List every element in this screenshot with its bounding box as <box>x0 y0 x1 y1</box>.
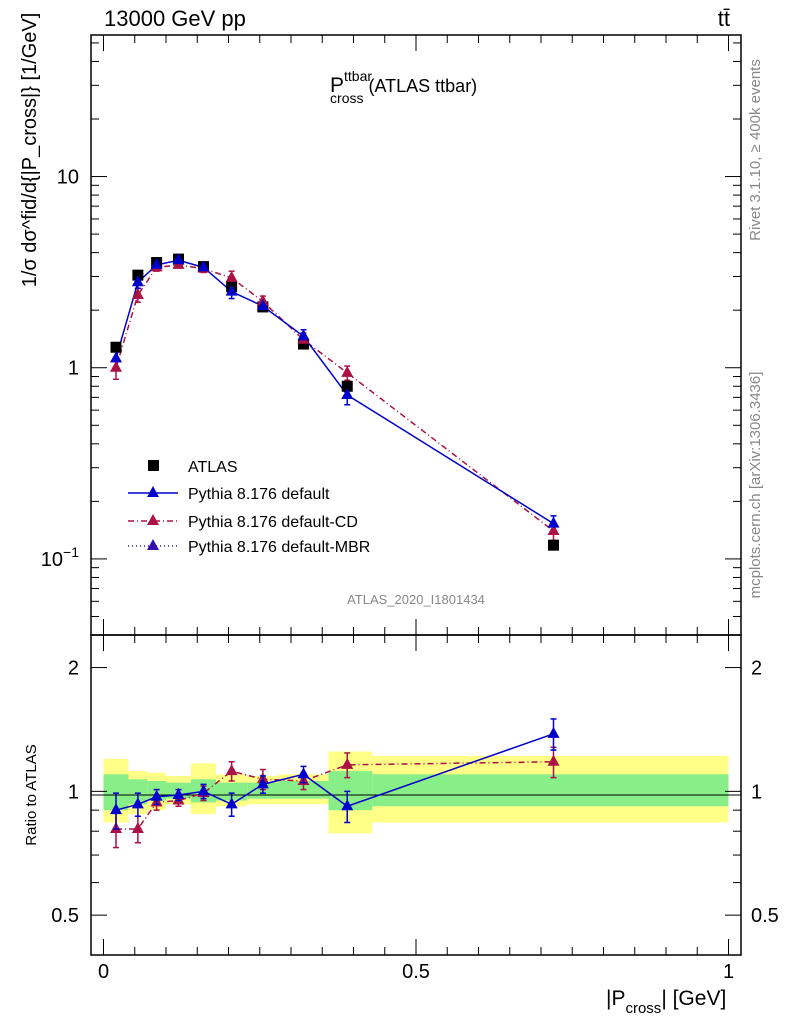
ratio-y-tick-label-right: 0.5 <box>751 905 779 927</box>
ratio-inner-band <box>128 779 148 805</box>
ratio-triangle-marker <box>225 797 238 809</box>
ratio-triangle-marker <box>131 797 144 809</box>
ratio-triangle-marker <box>110 803 122 815</box>
ratio-triangle-marker <box>256 777 269 789</box>
x-axis-label: |Pcross| [GeV] <box>606 987 726 1017</box>
ratio-y-tick-label: 1 <box>68 781 79 803</box>
main-data-point <box>341 380 353 392</box>
x-axis-label-sub: cross <box>625 1000 661 1017</box>
main-triangle-marker <box>131 288 144 300</box>
plot-title: Pttbar cross (ATLAS ttbar) <box>330 68 477 106</box>
main-data-point <box>132 269 144 281</box>
ratio-triangle-marker <box>297 767 310 779</box>
title-rest: (ATLAS ttbar) <box>363 76 477 96</box>
legend-label-cd: Pythia 8.176 default-CD <box>188 514 358 531</box>
ratio-inner-band <box>216 782 248 801</box>
ratio-triangle-marker <box>547 754 560 766</box>
main-y-tick-label: 10−1 <box>41 544 79 571</box>
ratio-y-tick-label-right: 1 <box>751 781 762 803</box>
legend-label-mbr: Pythia 8.176 default-MBR <box>188 539 370 556</box>
legend-label-default: Pythia 8.176 default <box>188 486 330 503</box>
ratio-triangle-marker <box>131 821 144 833</box>
ratio-triangle-marker <box>547 726 560 738</box>
main-axis-ticks: 10−1 1 10 <box>41 35 741 636</box>
x-tick-label: 0 <box>98 961 109 983</box>
ratio-triangle-marker <box>197 784 210 796</box>
main-triangle-marker <box>150 257 163 269</box>
ratio-triangle-marker <box>341 799 354 811</box>
ratio-inner-band <box>328 771 373 811</box>
ratio-panel: 0.5 0.5 1 1 2 2 0 0.5 1 Ratio to ATLAS |Pcross| … <box>23 634 779 1017</box>
legend-marker-mbr <box>147 539 159 550</box>
main-triangle-marker <box>172 253 185 265</box>
main-panel: 10−1 1 10 Pttbar cross (ATLAS ttbar) 1/σ dσ… <box>19 13 742 636</box>
header-energy-label: 13000 GeV pp <box>104 6 246 31</box>
ratio-y-tick-label-right: 2 <box>751 658 762 680</box>
main-series-line <box>115 264 554 532</box>
main-triangle-marker <box>197 260 210 272</box>
header-process-label: tt̄ <box>718 6 730 31</box>
main-data-point <box>548 539 559 551</box>
main-triangle-marker <box>110 360 122 372</box>
main-triangle-marker <box>256 299 269 311</box>
main-series-line <box>115 259 554 525</box>
main-triangle-marker <box>225 270 238 282</box>
ratio-axis-ticks: 0.5 0.5 1 1 2 2 0 0.5 1 <box>51 635 779 983</box>
ratio-y-tick-label: 2 <box>68 658 79 680</box>
x-axis-label-main: |P <box>606 987 625 1010</box>
main-triangle-marker <box>341 365 354 377</box>
main-y-axis-label: 1/σ dσ^fid/d{|P_cross|} [1/GeV] <box>19 13 41 288</box>
title-superscript: ttbar <box>344 68 372 84</box>
legend-marker-default <box>147 486 159 497</box>
main-y-tick-label: 10 <box>57 167 79 189</box>
legend-label-atlas: ATLAS <box>188 459 238 476</box>
main-triangle-marker <box>547 523 560 535</box>
main-series-layer <box>110 253 560 551</box>
main-triangle-marker <box>547 516 560 528</box>
main-triangle-marker <box>297 329 310 341</box>
main-triangle-marker <box>225 284 238 296</box>
main-triangle-marker <box>341 388 354 400</box>
main-triangle-marker <box>110 351 122 363</box>
main-data-point <box>110 341 122 353</box>
title-main: P <box>330 74 344 97</box>
ratio-series-line <box>115 733 554 811</box>
x-tick-label: 0.5 <box>402 961 430 983</box>
x-axis-label-rest: | [GeV] <box>661 987 726 1010</box>
mcplots-source-label: mcplots.cern.ch [arXiv:1306.3436] <box>747 372 764 599</box>
ratio-triangle-marker <box>150 789 163 801</box>
ratio-series-layer <box>110 718 560 849</box>
main-data-point <box>298 338 309 350</box>
x-tick-label: 1 <box>723 961 734 983</box>
ratio-triangle-marker <box>225 764 238 776</box>
rivet-version-label: Rivet 3.1.10, ≥ 400k events <box>747 59 764 241</box>
main-triangle-marker <box>131 275 144 287</box>
ratio-y-tick-label: 0.5 <box>51 905 79 927</box>
ratio-triangle-marker <box>172 787 185 799</box>
main-y-tick-label: 1 <box>68 358 79 380</box>
ratio-inner-band <box>372 774 729 807</box>
analysis-id-label: ATLAS_2020_I1801434 <box>347 592 485 607</box>
legend-marker-cd <box>147 514 159 525</box>
ratio-series-line <box>116 761 554 830</box>
title-subscript: cross <box>330 90 363 106</box>
ratio-y-axis-label: Ratio to ATLAS <box>23 744 40 845</box>
legend-marker-atlas <box>148 460 159 471</box>
ratio-triangle-marker <box>341 757 354 769</box>
legend: ATLAS Pythia 8.176 default Pythia 8.176 … <box>128 459 370 556</box>
